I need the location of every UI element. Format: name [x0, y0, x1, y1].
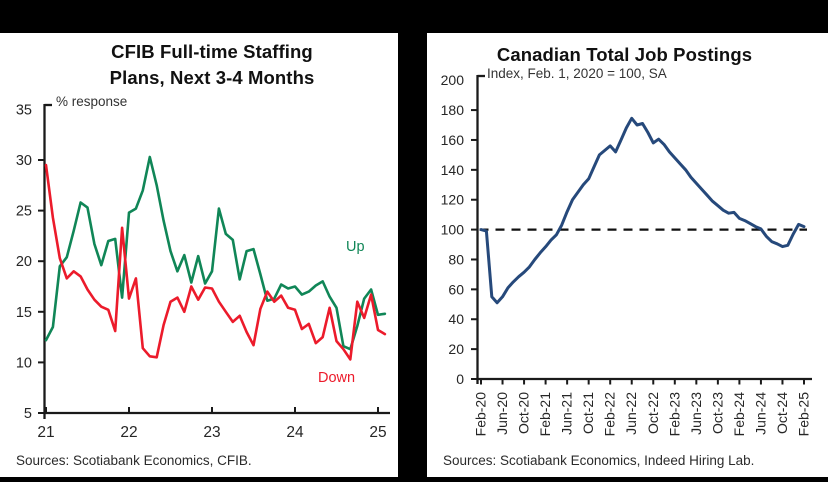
y-tick-label: 35 — [16, 102, 32, 118]
x-tick-label: Feb-24 — [731, 392, 747, 437]
y-tick-label: 40 — [448, 311, 464, 327]
y-tick-label: 180 — [441, 102, 465, 118]
y-tick-label: 20 — [16, 254, 32, 270]
panel-divider — [398, 0, 427, 482]
up-series-line — [44, 155, 387, 351]
job-postings-chart-panel: Canadian Total Job Postings Index, Feb. … — [427, 33, 828, 477]
left-chart-source: Sources: Scotiabank Economics, CFIB. — [16, 453, 252, 468]
cfib-axes: 5 10 15 20 25 30 35 21 22 23 24 25 — [16, 102, 390, 441]
y-tick-label: 120 — [441, 192, 465, 208]
left-chart-title: CFIB Full-time Staffing Plans, Next 3-4 … — [0, 39, 398, 91]
x-tick-label: Oct-23 — [709, 392, 725, 434]
y-tick-label: 200 — [441, 72, 465, 88]
x-tick-label: 25 — [369, 424, 386, 441]
x-tick-label: Jun-21 — [559, 392, 575, 435]
x-tick-label: Jun-22 — [623, 392, 639, 435]
y-tick-label: 15 — [16, 305, 32, 321]
x-tick-label: Feb-23 — [666, 392, 682, 437]
legend-label-down: Down — [318, 370, 356, 386]
left-chart-title-line1: CFIB Full-time Staffing — [111, 41, 313, 62]
x-tick-label: Feb-25 — [795, 392, 811, 437]
bottom-black-bar — [0, 477, 828, 482]
x-tick-label: Feb-20 — [473, 392, 489, 437]
left-chart-axis-note: % response — [56, 94, 128, 109]
cfib-chart-panel: CFIB Full-time Staffing Plans, Next 3-4 … — [0, 33, 398, 477]
x-tick-label: Jun-24 — [752, 392, 768, 435]
y-tick-label: 10 — [16, 355, 32, 371]
x-tick-label: Feb-22 — [602, 392, 618, 437]
x-tick-label: Oct-20 — [516, 392, 532, 434]
down-series-line — [44, 163, 387, 361]
x-tick-label: Feb-21 — [537, 392, 553, 437]
y-tick-label: 20 — [448, 341, 464, 357]
y-tick-label: 80 — [448, 251, 464, 267]
y-tick-label: 0 — [456, 371, 464, 387]
y-tick-label: 30 — [16, 153, 32, 169]
y-tick-label: 5 — [24, 406, 32, 422]
total-job-postings-index-series-line — [479, 116, 806, 305]
job-postings-plot: 0 20 40 60 80 100 120 140 160 180 200 Feb-20 Jun-20 O… — [441, 72, 812, 436]
postings-axes: 0 20 40 60 80 100 120 140 160 180 200 Feb-20 Jun-20 O… — [441, 72, 812, 436]
x-tick-label: Oct-21 — [580, 392, 596, 434]
x-tick-label: 22 — [120, 424, 137, 441]
x-tick-label: Jun-20 — [494, 392, 510, 435]
y-tick-label: 100 — [441, 222, 465, 238]
x-tick-label: 24 — [286, 424, 304, 441]
left-chart-title-line2: Plans, Next 3-4 Months — [109, 67, 315, 88]
right-chart-axis-note: Index, Feb. 1, 2020 = 100, SA — [487, 66, 667, 81]
x-tick-label: Oct-22 — [645, 392, 661, 434]
right-chart-source: Sources: Scotiabank Economics, Indeed Hi… — [443, 453, 755, 468]
legend-label-up: Up — [346, 239, 365, 255]
x-tick-label: 23 — [203, 424, 220, 441]
x-tick-label: 21 — [37, 424, 54, 441]
x-tick-label: Oct-24 — [774, 392, 790, 434]
y-tick-label: 25 — [16, 204, 32, 220]
right-chart-title: Canadian Total Job Postings — [496, 44, 753, 65]
cfib-chart-plot: 5 10 15 20 25 30 35 21 22 23 24 25 — [16, 102, 390, 441]
y-tick-label: 140 — [441, 162, 465, 178]
y-tick-label: 160 — [441, 132, 465, 148]
x-tick-label: Jun-23 — [688, 392, 704, 435]
y-tick-label: 60 — [448, 281, 464, 297]
